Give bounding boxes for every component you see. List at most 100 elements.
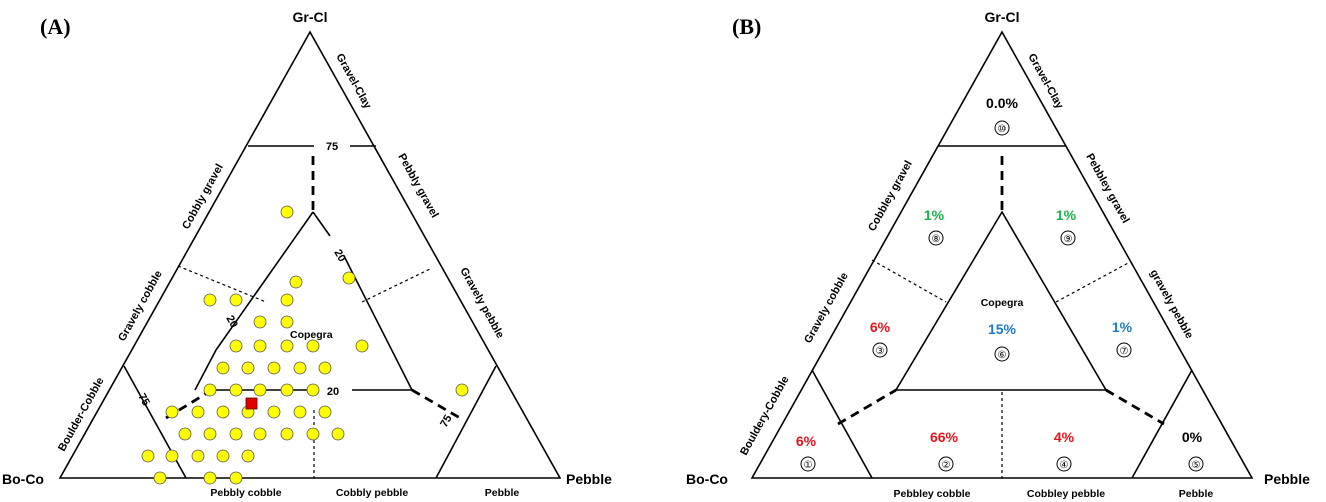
- panel-b-vertex-right: Pebble: [1264, 471, 1310, 487]
- region-9-number: ⑨: [1064, 234, 1073, 245]
- panel-a-number-20-left: 20: [223, 314, 240, 331]
- region-3-marker: [872, 342, 888, 358]
- region-3-number: ③: [876, 346, 885, 357]
- panel-a-edge-gravely-cobble: Gravely cobble: [116, 269, 165, 344]
- sample-point: [318, 361, 332, 375]
- sample-point: [306, 339, 320, 353]
- sample-point: [280, 383, 294, 397]
- sample-point: [331, 427, 345, 441]
- sample-point: [203, 471, 217, 485]
- panel-a-edge-cobbly-gravel: Cobbly gravel: [180, 162, 226, 231]
- panel-a-center-label: Copegra: [290, 329, 333, 341]
- sample-point: [229, 383, 243, 397]
- panel-a-line-75-bottom-left: [123, 365, 187, 479]
- panel-b-label: (B): [732, 14, 761, 39]
- region-2-marker: [938, 456, 954, 472]
- region-7-percent: 1%: [1112, 319, 1133, 335]
- region-5-number: ⑤: [1192, 460, 1201, 471]
- region-7-number: ⑦: [1120, 346, 1129, 357]
- panel-b-edge-cobbley-gravel: Cobbley gravel: [866, 159, 915, 234]
- sample-point: [191, 449, 205, 463]
- sample-point: [241, 449, 255, 463]
- panel-a-inner-left-ext: [194, 349, 217, 391]
- sample-point: [289, 275, 303, 289]
- region-10-number: ⑩: [998, 124, 1007, 135]
- region-5-marker: [1188, 456, 1204, 472]
- region-2-number: ②: [942, 460, 951, 471]
- region-6-percent: 15%: [988, 321, 1017, 337]
- panel-a-edge-gravel-clay: Gravel-Clay: [333, 52, 374, 112]
- panel-a-edge-boulder-cobble: Boulder-Cobble: [56, 375, 106, 453]
- sample-point: [280, 205, 294, 219]
- sample-point: [229, 471, 243, 485]
- panel-a-vertex-top: Gr-Cl: [293, 9, 328, 25]
- panel-a-dash-lower-right: [411, 388, 461, 420]
- panel-a-base-pebble: Pebble: [485, 487, 520, 499]
- sample-point: [280, 293, 294, 307]
- panel-a-inner-left: [215, 211, 314, 351]
- panel-a-thin-dash-left: [177, 265, 267, 303]
- panel-b-vertex-top: Gr-Cl: [985, 9, 1020, 25]
- region-1-marker: [800, 456, 816, 472]
- panel-a-edge-pebbly-gravel: Pebbly gravel: [395, 152, 440, 220]
- panel-a-triangle: [58, 30, 562, 479]
- panel-b-edge-gravel-clay: Gravel-Clay: [1025, 52, 1066, 112]
- sample-point: [267, 405, 281, 419]
- region-8-marker: [928, 230, 944, 246]
- sample-point: [293, 405, 307, 419]
- panel-b-dash-lower-right: [1105, 388, 1165, 426]
- sample-point: [355, 339, 369, 353]
- sample-point: [455, 383, 469, 397]
- region-4-percent: 4%: [1054, 429, 1075, 445]
- panel-b-center-label: Copegra: [981, 297, 1024, 309]
- sample-point: [216, 449, 230, 463]
- panel-a-base-cobbly-pebble: Cobbly pebble: [336, 487, 408, 499]
- panel-b-base-cobbley-pebble: Cobbley pebble: [1027, 488, 1105, 500]
- panel-a-sample-points: [141, 205, 469, 485]
- sample-point: [306, 427, 320, 441]
- sample-point: [280, 339, 294, 353]
- panel-b-line-bottom-left: [811, 369, 873, 479]
- region-6-marker: [994, 346, 1010, 362]
- sample-point: [216, 361, 230, 375]
- sample-point: [216, 405, 230, 419]
- panel-b-base-pebble: Pebble: [1179, 488, 1214, 500]
- sample-point: [178, 427, 192, 441]
- region-1-percent: 6%: [796, 433, 817, 449]
- sample-point: [203, 293, 217, 307]
- sample-point: [267, 361, 281, 375]
- region-9-marker: [1060, 230, 1076, 246]
- sample-point: [253, 427, 267, 441]
- panel-a-number-20-bottom: 20: [327, 386, 339, 398]
- sample-point: [306, 383, 320, 397]
- panel-b-base-pebbley-cobble: Pebbley cobble: [893, 488, 970, 500]
- mean-point: [245, 397, 258, 410]
- sample-point: [253, 315, 267, 329]
- panel-a: (A) Gr-Cl Bo-Co Pebble 75 20 20 20 75: [2, 9, 612, 499]
- panel-a-inner-right-a: [312, 211, 331, 237]
- region-9-percent: 1%: [1056, 207, 1077, 223]
- region-2-percent: 66%: [930, 429, 959, 445]
- sample-point: [165, 449, 179, 463]
- region-8-percent: 1%: [924, 207, 945, 223]
- region-4-number: ④: [1060, 460, 1069, 471]
- sample-point: [153, 471, 167, 485]
- sample-point: [203, 427, 217, 441]
- sample-point: [229, 427, 243, 441]
- region-6-number: ⑥: [998, 350, 1007, 361]
- panel-b-dash-lower-left: [837, 388, 897, 426]
- sample-point: [141, 449, 155, 463]
- panel-a-base-pebbly-cobble: Pebbly cobble: [210, 487, 281, 499]
- sample-point: [241, 361, 255, 375]
- panel-a-number-75-left: 75: [135, 392, 152, 409]
- panel-b-thin-dash-right: [1055, 261, 1131, 303]
- panel-a-number-75-right: 75: [438, 413, 455, 430]
- panel-b-line-bottom-right: [1131, 369, 1193, 479]
- region-3-percent: 6%: [870, 319, 891, 335]
- sample-point: [229, 293, 243, 307]
- sample-point: [229, 339, 243, 353]
- sample-point: [293, 361, 307, 375]
- sample-point: [280, 315, 294, 329]
- panel-a-vertex-left: Bo-Co: [2, 471, 44, 487]
